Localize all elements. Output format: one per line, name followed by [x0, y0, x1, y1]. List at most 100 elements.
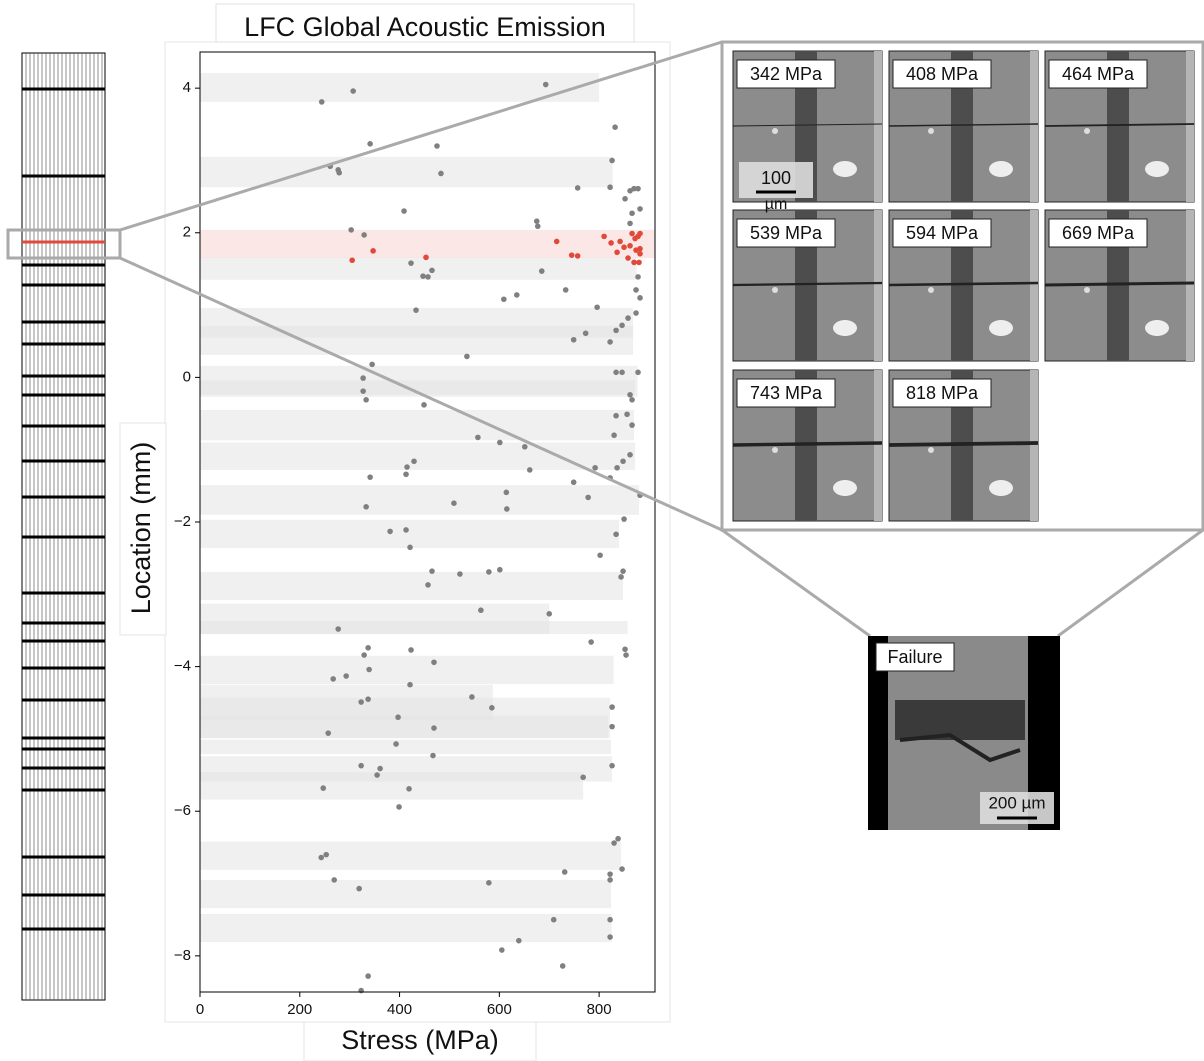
event-point [403, 471, 409, 478]
event-point [377, 765, 383, 772]
micrograph-label: 464 MPa [1062, 64, 1135, 84]
event-point [562, 287, 569, 293]
event-point [613, 327, 619, 334]
event-point [358, 762, 364, 769]
event-point [370, 248, 376, 254]
event-point [619, 322, 625, 329]
event-point [504, 506, 510, 512]
event-point [431, 659, 437, 666]
event-point [408, 647, 414, 653]
xlabel-box [303, 1021, 537, 1061]
micrograph-label: 408 MPa [906, 64, 979, 84]
event-point [633, 310, 639, 316]
event-point [609, 157, 615, 164]
event-point [413, 307, 419, 313]
event-point [438, 170, 444, 177]
event-point [335, 626, 341, 632]
event-point [497, 566, 503, 573]
crack-band [200, 380, 636, 395]
event-point [407, 544, 413, 551]
event-point [637, 230, 643, 237]
particle [1084, 287, 1090, 293]
event-point [607, 871, 613, 877]
micrograph-label: 539 MPa [750, 223, 823, 243]
event-point [611, 840, 617, 846]
crack-band [200, 72, 600, 102]
event-point [489, 705, 495, 711]
label-box [736, 218, 836, 248]
zoom-line [119, 256, 723, 532]
y-tick-label: 4 [183, 79, 191, 96]
crack-line [888, 281, 1039, 287]
crack-band [200, 442, 636, 470]
label-box [875, 642, 955, 672]
event-point [622, 195, 628, 202]
event-point [597, 552, 603, 559]
y-tick-label: −8 [174, 947, 191, 964]
event-point [361, 232, 367, 238]
event-point [546, 611, 553, 617]
event-point [574, 253, 581, 259]
event-point [637, 206, 643, 212]
event-point [486, 880, 492, 886]
event-point [570, 336, 577, 343]
event-point [457, 571, 463, 577]
event-point [406, 786, 412, 792]
event-point [515, 937, 522, 944]
event-point [499, 947, 505, 953]
event-point [318, 854, 325, 861]
surface-edge [1186, 51, 1194, 202]
surface-edge [1030, 51, 1038, 202]
zoom-line [721, 528, 871, 638]
event-point [363, 397, 369, 403]
event-point [503, 489, 510, 496]
event-point [629, 210, 635, 217]
event-point [407, 681, 413, 688]
y-axis-label: Location (mm) [126, 442, 156, 615]
event-point [358, 699, 364, 705]
plot: 0 200 400 600 800 −8 −6 −4 −2 0 2 4 [174, 51, 656, 1018]
event-point [615, 835, 621, 842]
particle [928, 447, 934, 453]
zoom-line [119, 40, 723, 232]
event-point [627, 391, 633, 398]
event-point [533, 218, 540, 224]
label-box [1048, 218, 1148, 248]
event-point [607, 916, 613, 923]
particle [833, 320, 857, 336]
event-point [629, 422, 635, 428]
event-point [431, 725, 437, 731]
crack-band [200, 841, 622, 870]
event-point [501, 296, 507, 303]
crack-band [200, 156, 613, 188]
event-point [478, 607, 484, 614]
crack-band [200, 772, 584, 800]
event-point [594, 304, 600, 311]
event-point [320, 785, 327, 791]
event-point [607, 184, 613, 191]
event-point [393, 741, 399, 747]
event-point [619, 866, 625, 872]
crack-band [200, 409, 635, 441]
event-point [622, 646, 628, 653]
event-point [580, 774, 586, 781]
event-point [625, 255, 631, 261]
crack-band [200, 655, 614, 684]
event-point [526, 467, 533, 473]
event-point [635, 185, 641, 192]
micrograph-label: 818 MPa [906, 383, 979, 403]
scale-bar-number: 100 [761, 168, 791, 188]
crack-band [200, 257, 637, 280]
x-tick-label: 0 [196, 1001, 204, 1018]
event-point [625, 315, 631, 321]
event-point [401, 208, 407, 214]
crack-band [200, 229, 655, 259]
event-point [365, 645, 371, 651]
event-point [404, 464, 410, 470]
chart-title: LFC Global Acoustic Emission [244, 12, 606, 42]
label-box [892, 59, 992, 89]
label-box [892, 378, 992, 408]
event-point [623, 652, 629, 658]
event-point [607, 934, 613, 940]
